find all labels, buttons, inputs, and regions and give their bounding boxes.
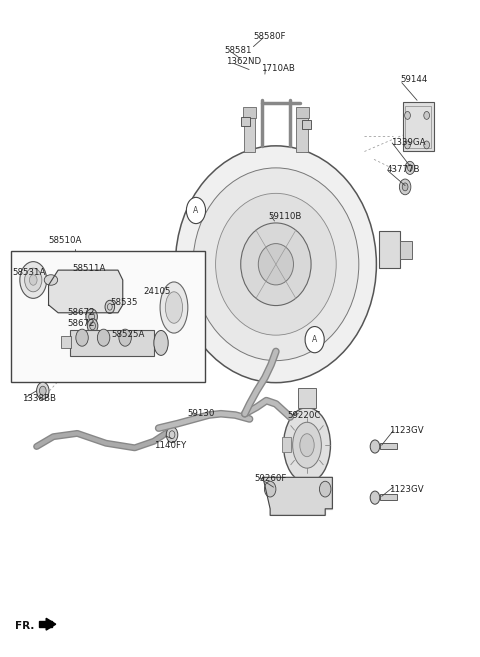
Text: 43777B: 43777B [387, 166, 420, 174]
Bar [244, 118, 255, 152]
Text: 58581: 58581 [225, 46, 252, 55]
Bar [241, 117, 250, 126]
Circle shape [20, 261, 47, 298]
Text: 58672: 58672 [68, 319, 95, 328]
Circle shape [408, 165, 412, 171]
Circle shape [405, 162, 415, 174]
Circle shape [36, 382, 49, 399]
Bar [400, 240, 412, 259]
Ellipse shape [154, 330, 168, 355]
Ellipse shape [240, 223, 311, 306]
Text: 1710AB: 1710AB [261, 64, 294, 74]
Bar [282, 438, 291, 452]
Circle shape [29, 275, 37, 285]
Circle shape [424, 112, 430, 120]
Polygon shape [48, 270, 123, 313]
Text: 59220C: 59220C [287, 411, 320, 420]
Bar [302, 120, 311, 129]
Bar [243, 106, 256, 118]
Circle shape [105, 300, 115, 313]
Text: 1123GV: 1123GV [389, 426, 424, 435]
Text: FR.: FR. [15, 622, 35, 631]
Ellipse shape [216, 193, 336, 335]
Text: 1123GV: 1123GV [389, 486, 424, 494]
Ellipse shape [293, 422, 322, 468]
Ellipse shape [175, 146, 376, 382]
Circle shape [86, 309, 97, 325]
Text: A: A [193, 206, 199, 215]
Text: A: A [312, 335, 317, 344]
Ellipse shape [160, 282, 188, 333]
Bar [60, 336, 71, 348]
Circle shape [405, 141, 410, 149]
Circle shape [119, 329, 132, 346]
Bar [405, 106, 432, 148]
Text: 24105: 24105 [144, 286, 171, 296]
Polygon shape [46, 618, 56, 630]
Circle shape [320, 482, 331, 497]
Ellipse shape [193, 168, 359, 361]
Polygon shape [39, 621, 52, 627]
Text: 58672: 58672 [68, 308, 95, 317]
Circle shape [76, 329, 88, 346]
Text: 58580F: 58580F [253, 32, 286, 41]
Circle shape [97, 329, 110, 346]
Bar [379, 231, 400, 267]
Bar [11, 251, 205, 382]
Bar [297, 118, 308, 152]
Text: 58525A: 58525A [112, 330, 145, 339]
Circle shape [405, 112, 410, 120]
Bar [70, 330, 154, 356]
Text: 59260F: 59260F [254, 474, 287, 483]
Bar [299, 388, 316, 408]
Circle shape [24, 268, 42, 292]
Text: 1140FY: 1140FY [154, 441, 186, 449]
Bar [380, 443, 397, 449]
Text: 1362ND: 1362ND [226, 57, 261, 66]
Ellipse shape [300, 434, 314, 457]
Circle shape [166, 427, 178, 443]
Circle shape [402, 183, 408, 191]
Text: 58510A: 58510A [48, 236, 82, 245]
Bar [380, 494, 397, 500]
Text: 58531A: 58531A [12, 268, 46, 277]
Circle shape [370, 491, 380, 504]
Text: 1338BB: 1338BB [22, 394, 56, 403]
Text: 59110B: 59110B [269, 212, 302, 221]
Circle shape [39, 386, 46, 396]
Ellipse shape [44, 275, 58, 285]
Circle shape [370, 440, 380, 453]
Ellipse shape [258, 244, 293, 285]
Circle shape [186, 197, 205, 223]
Polygon shape [263, 478, 332, 515]
Circle shape [264, 482, 276, 497]
Bar [296, 106, 309, 118]
Circle shape [305, 327, 324, 353]
Text: 59130: 59130 [187, 409, 215, 419]
Ellipse shape [284, 407, 330, 483]
Circle shape [87, 319, 98, 333]
Text: 58511A: 58511A [72, 263, 106, 273]
Text: 1339GA: 1339GA [391, 139, 425, 147]
Text: 59144: 59144 [400, 75, 428, 84]
Ellipse shape [165, 292, 182, 323]
Circle shape [424, 141, 430, 149]
Text: 58535: 58535 [111, 298, 138, 307]
Bar [403, 102, 434, 152]
Circle shape [399, 179, 411, 194]
